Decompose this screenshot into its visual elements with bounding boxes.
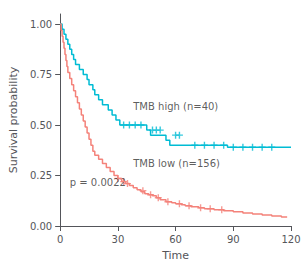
svg-text:0.75: 0.75 bbox=[30, 69, 52, 80]
svg-text:90: 90 bbox=[227, 234, 240, 245]
svg-text:p = 0.0022: p = 0.0022 bbox=[69, 177, 126, 189]
svg-text:30: 30 bbox=[112, 234, 125, 245]
svg-text:TMB low (n=156): TMB low (n=156) bbox=[132, 158, 220, 169]
svg-text:0.50: 0.50 bbox=[30, 120, 52, 131]
svg-text:60: 60 bbox=[169, 234, 182, 245]
svg-text:Survival probability: Survival probability bbox=[7, 66, 20, 173]
svg-text:Time: Time bbox=[161, 249, 189, 262]
svg-text:1.00: 1.00 bbox=[30, 19, 52, 30]
svg-text:0.00: 0.00 bbox=[30, 221, 52, 232]
svg-text:TMB high (n=40): TMB high (n=40) bbox=[132, 101, 218, 112]
svg-text:0.25: 0.25 bbox=[30, 170, 52, 181]
svg-text:120: 120 bbox=[281, 234, 300, 245]
svg-text:0: 0 bbox=[57, 234, 63, 245]
